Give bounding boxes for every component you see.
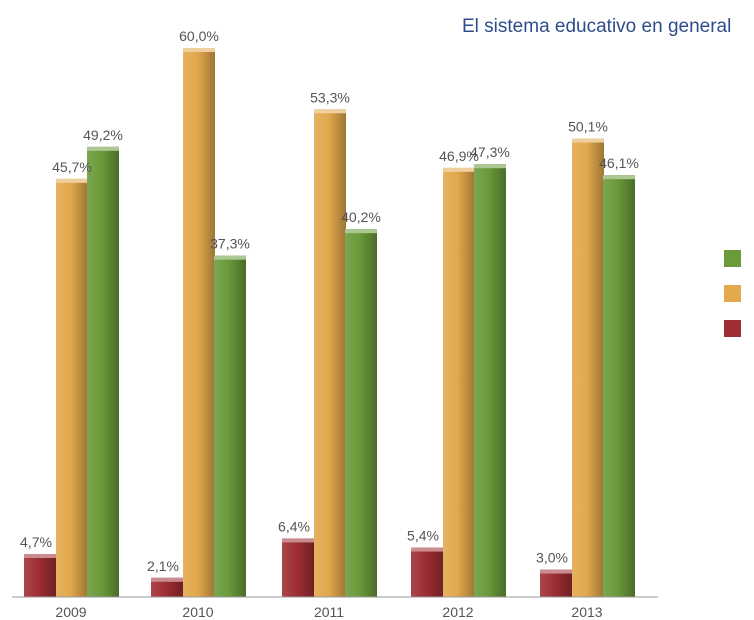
bar-low-2012 xyxy=(411,547,443,597)
bar-top-mid-2011 xyxy=(314,109,346,114)
bar-top-mid-2013 xyxy=(572,138,604,143)
x-tick-label-2009: 2009 xyxy=(55,604,86,620)
data-label-low-2012: 5,4% xyxy=(407,528,439,544)
data-label-low-2010: 2,1% xyxy=(147,558,179,574)
bar-top-mid-2012 xyxy=(443,167,475,172)
bar-mid-2009 xyxy=(56,178,88,597)
data-label-high-2011: 40,2% xyxy=(341,209,381,225)
bar-top-low-2009 xyxy=(24,553,56,558)
bar-high-2013 xyxy=(603,175,635,597)
bar-top-high-2009 xyxy=(87,146,119,151)
data-label-high-2009: 49,2% xyxy=(83,127,123,143)
data-label-low-2009: 4,7% xyxy=(20,534,52,550)
data-label-low-2013: 3,0% xyxy=(536,550,568,566)
bar-mid-2010 xyxy=(183,48,215,597)
bar-high-2009 xyxy=(87,146,119,597)
bar-top-mid-2009 xyxy=(56,178,88,183)
bar-top-high-2011 xyxy=(345,229,377,234)
bar-low-2011 xyxy=(282,538,314,597)
bar-high-2011 xyxy=(345,229,377,598)
data-label-mid-2012: 46,9% xyxy=(439,148,479,164)
bar-top-high-2013 xyxy=(603,175,635,180)
legend-swatch-1 xyxy=(724,250,741,267)
x-tick-label-2012: 2012 xyxy=(442,604,473,620)
bar-mid-2013 xyxy=(572,138,604,597)
data-label-high-2013: 46,1% xyxy=(599,155,639,171)
bar-high-2010 xyxy=(214,255,246,597)
bar-low-2010 xyxy=(151,577,183,597)
data-label-high-2012: 47,3% xyxy=(470,144,510,160)
data-label-mid-2010: 60,0% xyxy=(179,28,219,44)
bar-mid-2011 xyxy=(314,109,346,598)
bar-mid-2012 xyxy=(443,167,475,598)
chart-legend xyxy=(724,250,741,337)
bar-top-high-2010 xyxy=(214,255,246,260)
bar-low-2009 xyxy=(24,553,56,597)
x-tick-label-2013: 2013 xyxy=(571,604,602,620)
data-label-mid-2009: 45,7% xyxy=(52,159,92,175)
chart-title: El sistema educativo en general xyxy=(462,16,732,37)
legend-swatch-3 xyxy=(724,320,741,337)
data-label-high-2010: 37,3% xyxy=(210,236,250,252)
x-tick-label-2010: 2010 xyxy=(182,604,213,620)
bar-top-low-2013 xyxy=(540,569,572,574)
data-label-mid-2011: 53,3% xyxy=(310,89,350,105)
data-label-low-2011: 6,4% xyxy=(278,518,310,534)
bar-top-low-2010 xyxy=(151,577,183,582)
bar-top-low-2011 xyxy=(282,538,314,543)
bar-high-2012 xyxy=(474,164,506,597)
legend-swatch-2 xyxy=(724,285,741,302)
bar-top-mid-2010 xyxy=(183,48,215,52)
bar-top-low-2012 xyxy=(411,547,443,552)
bar-top-high-2012 xyxy=(474,164,506,169)
data-label-mid-2013: 50,1% xyxy=(568,119,608,135)
x-tick-label-2011: 2011 xyxy=(314,604,344,620)
bar-low-2013 xyxy=(540,569,572,597)
